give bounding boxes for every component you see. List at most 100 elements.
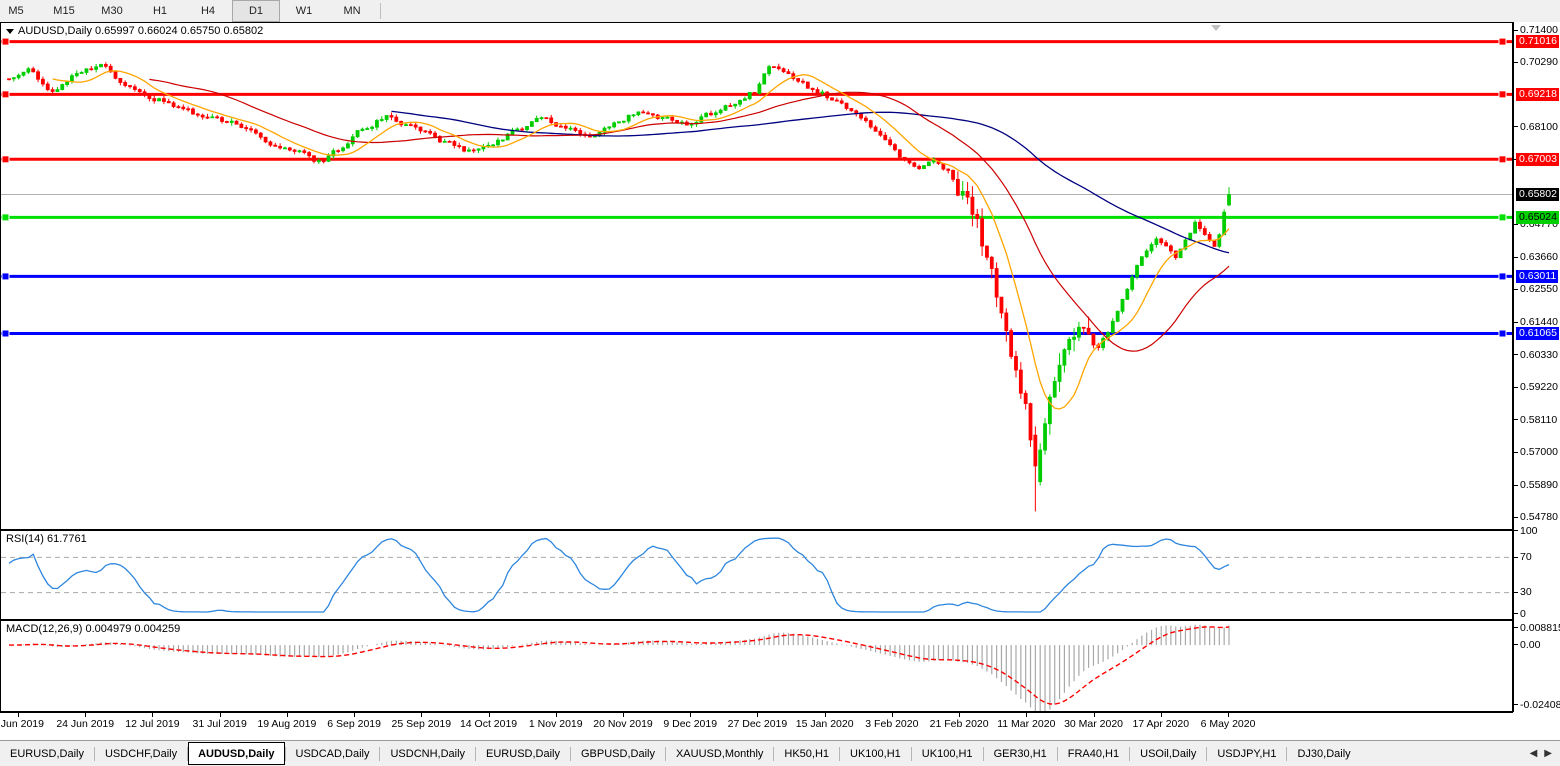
time-tick <box>421 713 423 717</box>
time-tick <box>891 713 893 717</box>
time-tick <box>18 713 19 717</box>
moving-average-line <box>52 70 1230 410</box>
chart-tab-usdchf-daily[interactable]: USDCHF,Daily <box>104 747 178 760</box>
tick-dash <box>1514 321 1518 323</box>
time-axis-label: 9 Dec 2019 <box>663 718 718 730</box>
price-badge-0.65802[interactable]: 0.65802 <box>1516 188 1559 202</box>
level-handle[interactable] <box>1498 37 1507 46</box>
chart-tab-hk50-h1[interactable]: HK50,H1 <box>784 747 830 760</box>
time-tick <box>1228 713 1229 717</box>
tick-dash <box>1514 704 1518 706</box>
time-axis[interactable]: 5 Jun 2019 24 Jun 2019 12 Jul 2019 31 Jul 2… <box>0 712 1513 740</box>
price-badge-0.63011[interactable]: 0.63011 <box>1516 269 1559 283</box>
price-badge-0.61065[interactable]: 0.61065 <box>1516 326 1559 340</box>
tab-separator <box>187 746 189 761</box>
price-tick: 0.57000 <box>1514 447 1558 458</box>
chart-tab-eurusd-daily[interactable]: EURUSD,Daily <box>10 747 84 760</box>
macd-signal-line <box>9 626 1230 705</box>
tab-scroll-right-icon[interactable]: ▶ <box>1544 748 1552 759</box>
timeframe-h4[interactable]: H4 <box>200 5 216 17</box>
chart-tab-usdjpy-h1[interactable]: USDJPY,H1 <box>1217 747 1277 760</box>
level-handle[interactable] <box>1 329 10 338</box>
level-handle[interactable] <box>1498 155 1507 164</box>
rsi-tick: 70 <box>1514 551 1532 563</box>
timeframe-m15[interactable]: M15 <box>53 5 75 17</box>
price-tick: 0.70290 <box>1514 57 1558 68</box>
chevron-down-icon[interactable] <box>6 28 14 34</box>
chart-tab-xauusd-monthly[interactable]: XAUUSD,Monthly <box>675 747 764 760</box>
level-handle[interactable] <box>1498 272 1507 281</box>
price-pane[interactable]: AUDUSD,Daily 0.65997 0.66024 0.65750 0.6… <box>0 22 1513 530</box>
time-axis-label: 25 Sep 2019 <box>391 718 452 730</box>
macd-tick-label: 0.008815 <box>1520 621 1560 634</box>
timeframe-w1[interactable]: W1 <box>295 5 313 17</box>
tick-dash <box>1514 451 1518 453</box>
tick-dash <box>1514 126 1518 128</box>
time-axis-label: 30 Mar 2020 <box>1064 718 1124 730</box>
time-axis-label: 24 Jun 2019 <box>56 718 115 730</box>
chart-tab-dj30-daily[interactable]: DJ30,Daily <box>1297 747 1351 760</box>
tab-scroll-arrows[interactable]: ◀ ▶ <box>1530 748 1560 759</box>
level-handle[interactable] <box>1 90 10 99</box>
timeframe-m5[interactable]: M5 <box>8 5 24 17</box>
chart-tab-audusd-daily[interactable]: AUDUSD,Daily <box>188 742 285 765</box>
rsi-pane[interactable]: RSI(14) 61.7761 <box>0 530 1513 620</box>
chart-tab-usdcad-daily[interactable]: USDCAD,Daily <box>295 747 370 760</box>
level-handle[interactable] <box>1 37 10 46</box>
timeframe-h1[interactable]: H1 <box>152 5 168 17</box>
time-tick <box>1160 713 1162 717</box>
price-tick-label: 0.70290 <box>1520 56 1558 69</box>
rsi-tick-label: 0 <box>1520 607 1526 620</box>
timeframe-m30[interactable]: M30 <box>101 5 123 17</box>
tick-dash <box>1514 29 1518 31</box>
price-badge-0.71016[interactable]: 0.71016 <box>1516 35 1559 49</box>
timeframe-mn[interactable]: MN <box>343 5 361 17</box>
level-handle[interactable] <box>1498 213 1507 222</box>
rsi-pane-label: RSI(14) 61.7761 <box>6 533 87 545</box>
chart-tab-ger30-h1[interactable]: GER30,H1 <box>993 747 1047 760</box>
price-tick-label: 0.60330 <box>1520 348 1558 361</box>
macd-tick-label: 0.00 <box>1520 638 1541 651</box>
time-axis-label: 6 Sep 2019 <box>327 718 381 730</box>
chart-tab-usdcnh-daily[interactable]: USDCNH,Daily <box>390 747 466 760</box>
price-tick: 0.58110 <box>1514 413 1558 426</box>
chart-tab-eurusd-daily[interactable]: EURUSD,Daily <box>486 747 560 760</box>
price-tick: 0.64770 <box>1514 219 1558 230</box>
tab-separator <box>982 746 984 761</box>
time-axis-label: 15 Jan 2020 <box>795 718 854 730</box>
price-tick-label: 0.58110 <box>1520 413 1558 426</box>
tick-dash <box>1514 556 1518 558</box>
price-scale[interactable]: 0.71400 0.70290 0.68100 0.67003 0.64770 0.636… <box>1513 22 1560 712</box>
moving-average-line <box>391 110 1230 254</box>
macd-histogram <box>13 624 1230 711</box>
chart-tab-gbpusd-daily[interactable]: GBPUSD,Daily <box>581 747 655 760</box>
level-handle[interactable] <box>1 272 10 281</box>
chart-tab-uk100-h1[interactable]: UK100,H1 <box>850 747 901 760</box>
time-axis-label: 14 Oct 2019 <box>459 718 518 730</box>
level-handle[interactable] <box>1498 90 1507 99</box>
price-badge-0.67003[interactable]: 0.67003 <box>1516 152 1559 166</box>
level-handle[interactable] <box>1 155 10 164</box>
chart-area[interactable]: AUDUSD,Daily 0.65997 0.66024 0.65750 0.6… <box>0 22 1560 740</box>
macd-pane[interactable]: MACD(12,26,9) 0.004979 0.004259 <box>0 620 1513 712</box>
tab-separator <box>475 746 477 761</box>
price-tick-label: 0.61440 <box>1520 315 1558 328</box>
macd-tick: -0.02408 <box>1514 699 1560 711</box>
chart-tab-uk100-h1[interactable]: UK100,H1 <box>921 747 973 760</box>
chart-tab-usoil-daily[interactable]: USOil,Daily <box>1140 747 1197 760</box>
price-badge-0.65024[interactable]: 0.65024 <box>1516 210 1559 224</box>
tab-separator <box>839 746 841 761</box>
candlestick-series <box>7 62 1231 512</box>
chart-tab-fra40-h1[interactable]: FRA40,H1 <box>1067 747 1120 760</box>
tab-separator <box>1286 746 1288 761</box>
price-tick-label: 0.55890 <box>1520 478 1558 491</box>
tab-scroll-left-icon[interactable]: ◀ <box>1529 748 1538 759</box>
price-badge-0.69218[interactable]: 0.69218 <box>1516 87 1559 101</box>
level-handle[interactable] <box>1498 329 1507 338</box>
tick-dash <box>1514 386 1518 388</box>
timeframe-d1[interactable]: D1 <box>232 0 280 22</box>
level-handle[interactable] <box>1 213 10 222</box>
chart-tab-bar[interactable]: EURUSD,Daily USDCHF,Daily AUDUSD,Daily USDC… <box>0 740 1560 766</box>
timeframe-toolbar: M5 M15 M30 H1 H4 D1 W1 MN <box>0 0 1560 23</box>
tick-dash <box>1514 644 1518 646</box>
